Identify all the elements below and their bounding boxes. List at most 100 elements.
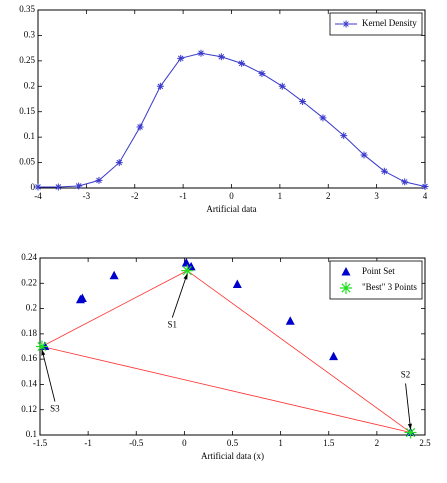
y-tick-label: 0.18 <box>21 328 37 338</box>
x-tick-label: -4 <box>34 191 42 201</box>
legend: Kernel Density <box>329 12 423 36</box>
star-marker <box>95 176 103 184</box>
marker <box>115 159 123 167</box>
legend-label: Point Set <box>362 266 395 276</box>
marker <box>197 49 205 57</box>
marker <box>380 167 388 175</box>
annotation-arrow <box>171 273 188 318</box>
marker <box>360 151 368 159</box>
x-tick-label: 1 <box>278 438 283 448</box>
marker <box>156 82 164 90</box>
star-marker <box>136 123 144 131</box>
star-marker <box>238 59 246 67</box>
star-marker <box>340 132 348 140</box>
star-marker <box>342 20 350 28</box>
x-tick-label: 3 <box>374 191 379 201</box>
y-tick-label: 0.16 <box>21 353 37 363</box>
y-tick-label: 0.12 <box>21 404 37 414</box>
star-marker <box>115 159 123 167</box>
x-tick-label: -1.5 <box>33 438 48 448</box>
x-tick-label: -3 <box>83 191 91 201</box>
y-tick-label: 0 <box>31 182 36 192</box>
legend-label: "Best" 3 Points <box>362 282 417 292</box>
x-tick-label: -1 <box>84 438 92 448</box>
marker <box>181 258 191 267</box>
x-tick-label: -0.5 <box>129 438 144 448</box>
legend-marker <box>341 267 351 276</box>
annotation: S1 <box>168 320 178 330</box>
legend-marker <box>340 282 352 294</box>
annotation-arrow <box>41 349 56 402</box>
marker <box>177 54 185 62</box>
triangle-marker <box>329 351 339 361</box>
x-tick-label: 1 <box>278 191 283 201</box>
marker <box>136 123 144 131</box>
star-marker <box>34 183 42 191</box>
star-marker <box>401 178 409 186</box>
triangle-marker <box>77 293 87 302</box>
x-tick-label: 2.5 <box>419 438 431 448</box>
marker <box>238 59 246 67</box>
marker <box>285 316 295 325</box>
marker <box>329 351 339 361</box>
legend-box <box>329 260 423 300</box>
y-tick-label: 0.24 <box>21 252 37 262</box>
annotation: S2 <box>401 370 411 380</box>
star-marker <box>278 82 286 90</box>
marker <box>34 183 42 191</box>
annotation: S3 <box>50 404 60 414</box>
y-tick-label: 0.25 <box>19 55 35 65</box>
legend: Point Set "Best" 3 Points <box>329 260 423 300</box>
x-tick-label: 0.5 <box>227 438 239 448</box>
marker <box>181 264 194 277</box>
arrow-head <box>41 349 46 356</box>
arrow-head <box>183 273 188 280</box>
star-marker <box>299 98 307 106</box>
x-tick-label: 4 <box>423 191 428 201</box>
star-marker <box>75 182 83 190</box>
x-axis-label: Artificial data <box>206 204 256 214</box>
star-marker <box>340 282 352 294</box>
x-tick-label: -1 <box>179 191 187 201</box>
star-marker <box>197 49 205 57</box>
y-tick-label: 0.3 <box>24 29 36 39</box>
marker <box>258 70 266 78</box>
y-tick-label: 0.05 <box>19 157 35 167</box>
y-tick-label: 0.1 <box>24 131 35 141</box>
marker <box>217 53 225 61</box>
y-tick-label: 0.2 <box>26 303 37 313</box>
y-tick-label: 0.2 <box>24 80 35 90</box>
marker <box>95 176 103 184</box>
marker <box>299 98 307 106</box>
triangle-marker <box>232 279 242 289</box>
marker <box>404 426 417 439</box>
star-marker <box>421 182 429 190</box>
star-marker <box>258 70 266 78</box>
y-tick-label: 0.14 <box>21 378 37 388</box>
x-tick-label: 2 <box>326 191 331 201</box>
star-marker <box>404 426 417 439</box>
line <box>38 52 426 188</box>
marker <box>75 182 83 190</box>
x-tick-label: -2 <box>131 191 139 201</box>
marker <box>278 82 286 90</box>
y-tick-label: 0.35 <box>19 4 35 14</box>
star-marker <box>319 114 327 122</box>
x-tick-label: 1.5 <box>323 438 335 448</box>
marker <box>232 279 242 289</box>
subplot: -1.5 -1 -0.5 0 0.5 1 1.5 2 2.5 0.1 0.12 0.14 0.16 0.1… <box>21 252 431 461</box>
y-tick-label: 0.15 <box>19 106 35 116</box>
marker <box>340 132 348 140</box>
star-marker <box>156 82 164 90</box>
triangle-marker <box>341 267 351 276</box>
star-marker <box>177 54 185 62</box>
marker <box>54 183 62 191</box>
legend-box <box>329 12 423 36</box>
y-tick-label: 0.22 <box>21 277 37 287</box>
triangle-marker <box>181 258 191 267</box>
star-marker <box>360 151 368 159</box>
plot-frame <box>37 9 426 189</box>
annotation-arrow <box>405 383 412 430</box>
